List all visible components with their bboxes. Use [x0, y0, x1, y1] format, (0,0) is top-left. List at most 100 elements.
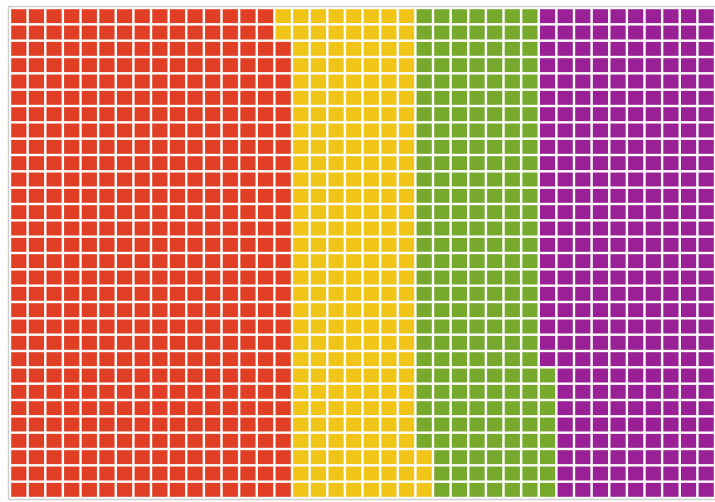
waffle-cell — [698, 335, 714, 350]
waffle-cell — [134, 156, 150, 171]
waffle-cell — [434, 237, 450, 252]
waffle-cell — [398, 466, 415, 481]
waffle-cell — [398, 25, 415, 40]
waffle-cell — [99, 74, 115, 89]
waffle-cell — [187, 352, 203, 367]
waffle-cell — [116, 221, 133, 236]
waffle-cell — [293, 237, 309, 252]
waffle-cell — [698, 417, 714, 432]
waffle-cell — [275, 123, 291, 138]
waffle-cell — [116, 319, 133, 334]
waffle-cell — [451, 319, 468, 334]
waffle-cell — [451, 433, 468, 448]
waffle-cell — [81, 482, 97, 497]
waffle-cell — [152, 384, 168, 399]
waffle-cell — [398, 123, 415, 138]
waffle-cell — [592, 123, 609, 138]
waffle-cell — [575, 9, 591, 24]
waffle-cell — [293, 107, 309, 122]
waffle-cell — [257, 90, 274, 105]
waffle-cell — [346, 41, 362, 56]
waffle-cell — [434, 172, 450, 187]
waffle-cell — [116, 188, 133, 203]
waffle-cell — [46, 368, 62, 383]
waffle-cell — [222, 401, 238, 416]
waffle-cell — [557, 156, 573, 171]
waffle-cell — [469, 41, 485, 56]
waffle-cell — [28, 450, 45, 465]
waffle-cell — [169, 41, 186, 56]
waffle-cell — [169, 58, 186, 73]
waffle-cell — [99, 286, 115, 301]
waffle-cell — [381, 482, 397, 497]
waffle-cell — [46, 90, 62, 105]
waffle-cell — [434, 482, 450, 497]
waffle-cell — [663, 188, 679, 203]
waffle-cell — [134, 90, 150, 105]
waffle-cell — [240, 368, 256, 383]
waffle-cell — [504, 466, 520, 481]
waffle-cell — [487, 286, 503, 301]
waffle-cell — [451, 9, 468, 24]
waffle-cell — [11, 90, 27, 105]
waffle-cell — [222, 270, 238, 285]
waffle-cell — [222, 9, 238, 24]
waffle-cell — [205, 319, 221, 334]
waffle-cell — [592, 303, 609, 318]
waffle-cell — [645, 188, 661, 203]
waffle-cell — [487, 90, 503, 105]
waffle-cell — [610, 450, 626, 465]
waffle-cell — [346, 25, 362, 40]
waffle-cell — [64, 25, 80, 40]
waffle-cell — [557, 25, 573, 40]
waffle-cell — [240, 384, 256, 399]
waffle-cell — [680, 90, 697, 105]
waffle-cell — [134, 25, 150, 40]
waffle-cell — [487, 433, 503, 448]
waffle-cell — [398, 221, 415, 236]
waffle-cell — [64, 368, 80, 383]
waffle-cell — [293, 450, 309, 465]
waffle-cell — [328, 401, 344, 416]
waffle-cell — [575, 286, 591, 301]
waffle-cell — [381, 368, 397, 383]
waffle-cell — [81, 466, 97, 481]
waffle-cell — [363, 90, 379, 105]
waffle-cell — [346, 205, 362, 220]
waffle-cell — [293, 156, 309, 171]
waffle-cell — [275, 450, 291, 465]
waffle-cell — [592, 384, 609, 399]
waffle-cell — [46, 286, 62, 301]
waffle-cell — [610, 286, 626, 301]
waffle-cell — [398, 319, 415, 334]
waffle-cell — [310, 139, 327, 154]
waffle-cell — [152, 466, 168, 481]
waffle-cell — [539, 58, 556, 73]
waffle-cell — [64, 303, 80, 318]
waffle-cell — [557, 123, 573, 138]
waffle-cell — [81, 205, 97, 220]
waffle-cell — [680, 417, 697, 432]
waffle-cell — [222, 237, 238, 252]
waffle-cell — [222, 417, 238, 432]
waffle-cell — [434, 384, 450, 399]
waffle-cell — [64, 172, 80, 187]
waffle-cell — [187, 319, 203, 334]
waffle-cell — [222, 123, 238, 138]
waffle-cell — [522, 90, 538, 105]
waffle-cell — [310, 156, 327, 171]
waffle-cell — [81, 352, 97, 367]
waffle-cell — [81, 254, 97, 269]
waffle-cell — [28, 123, 45, 138]
waffle-cell — [575, 221, 591, 236]
waffle-cell — [64, 107, 80, 122]
waffle-cell — [575, 466, 591, 481]
waffle-cell — [310, 254, 327, 269]
waffle-cell — [310, 123, 327, 138]
waffle-cell — [539, 286, 556, 301]
waffle-cell — [557, 270, 573, 285]
waffle-cell — [575, 450, 591, 465]
waffle-cell — [645, 107, 661, 122]
waffle-cell — [504, 123, 520, 138]
waffle-cell — [575, 368, 591, 383]
